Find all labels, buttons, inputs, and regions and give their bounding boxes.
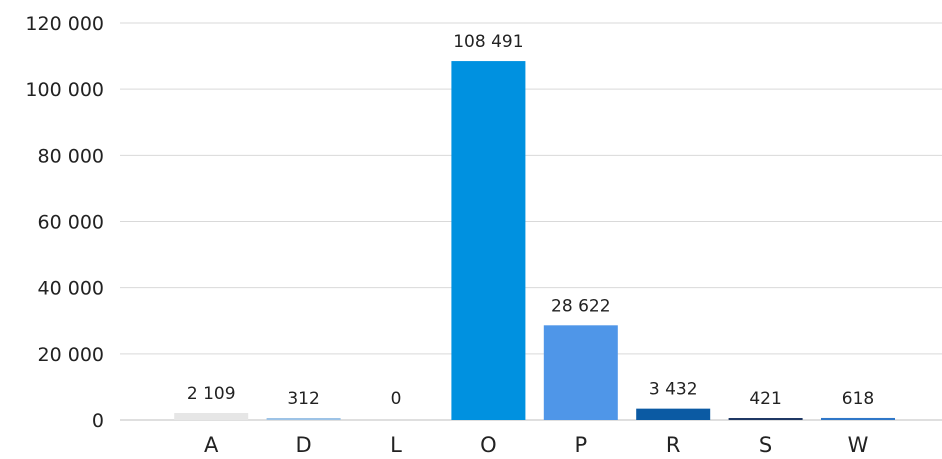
- data-label-w: 618: [842, 389, 874, 409]
- gridlines: [120, 22, 942, 421]
- bars: [174, 61, 895, 420]
- y-axis-tick-labels: 0 20 000 40 000 60 000 80 000 100 000 120 000: [25, 13, 104, 432]
- bar-o: [451, 61, 526, 420]
- data-label-o: 108 491: [453, 32, 523, 52]
- category-label-s: S: [759, 433, 772, 457]
- category-label-o: O: [480, 433, 497, 457]
- bar-s: [728, 418, 803, 420]
- bar-a: [174, 413, 249, 420]
- category-label-p: P: [574, 433, 587, 457]
- data-label-s: 421: [749, 389, 781, 409]
- bar-d: [266, 418, 341, 420]
- data-label-l: 0: [391, 389, 402, 409]
- data-label-p: 28 622: [551, 296, 610, 316]
- y-tick-label: 0: [92, 410, 104, 432]
- y-tick-label: 60 000: [38, 212, 104, 234]
- y-tick-label: 40 000: [38, 278, 104, 300]
- category-label-r: R: [666, 433, 681, 457]
- bar-p: [543, 325, 618, 420]
- category-label-a: A: [204, 433, 219, 457]
- bar-w: [821, 417, 895, 420]
- category-label-w: W: [848, 433, 869, 457]
- y-tick-label: 20 000: [38, 344, 104, 366]
- y-tick-label: 80 000: [38, 145, 104, 167]
- y-tick-label: 120 000: [25, 13, 104, 35]
- y-tick-label: 100 000: [25, 79, 104, 101]
- data-label-a: 2 109: [187, 384, 236, 404]
- category-label-d: D: [296, 433, 312, 457]
- bar-r: [636, 408, 711, 420]
- data-label-r: 3 432: [649, 380, 698, 400]
- category-label-l: L: [390, 433, 402, 457]
- data-label-d: 312: [287, 389, 319, 409]
- data-labels: 2 109 312 0 108 491 28 622 3 432 421 618: [187, 32, 874, 409]
